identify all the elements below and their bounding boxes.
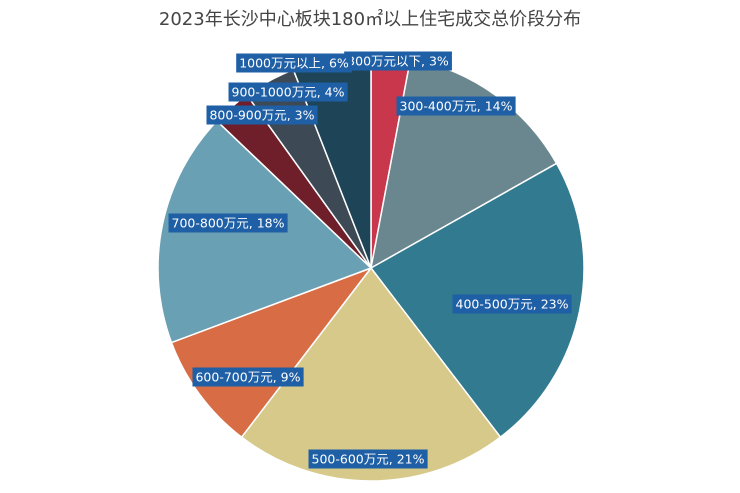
label-box <box>206 105 318 125</box>
label-box <box>192 367 304 387</box>
label-box <box>228 82 348 102</box>
label-box <box>308 449 428 469</box>
labels: 300万元以下, 3% 300-400万元, 14% 400-500万元, 23% 5… <box>168 51 572 469</box>
data-label: 600-700万元, 9% <box>195 370 300 385</box>
label-box <box>168 213 288 233</box>
label-box <box>344 51 452 71</box>
chart-title: 2023年长沙中心板块180㎡以上住宅成交总价段分布 <box>159 8 581 30</box>
slice <box>240 266 502 482</box>
data-label: 300-400万元, 14% <box>400 99 513 114</box>
slice <box>170 266 374 439</box>
label-box <box>396 96 516 116</box>
data-label: 1000万元以上, 6% <box>239 56 349 71</box>
data-label: 300万元以下, 3% <box>347 54 449 69</box>
data-label: 500-600万元, 21% <box>312 452 425 467</box>
data-label: 900-1000万元, 4% <box>232 85 345 100</box>
data-label: 800-900万元, 3% <box>209 108 314 123</box>
data-label: 400-500万元, 23% <box>456 297 569 312</box>
label-box <box>452 294 572 314</box>
label-box <box>236 53 352 73</box>
data-label: 700-800万元, 18% <box>172 216 285 231</box>
